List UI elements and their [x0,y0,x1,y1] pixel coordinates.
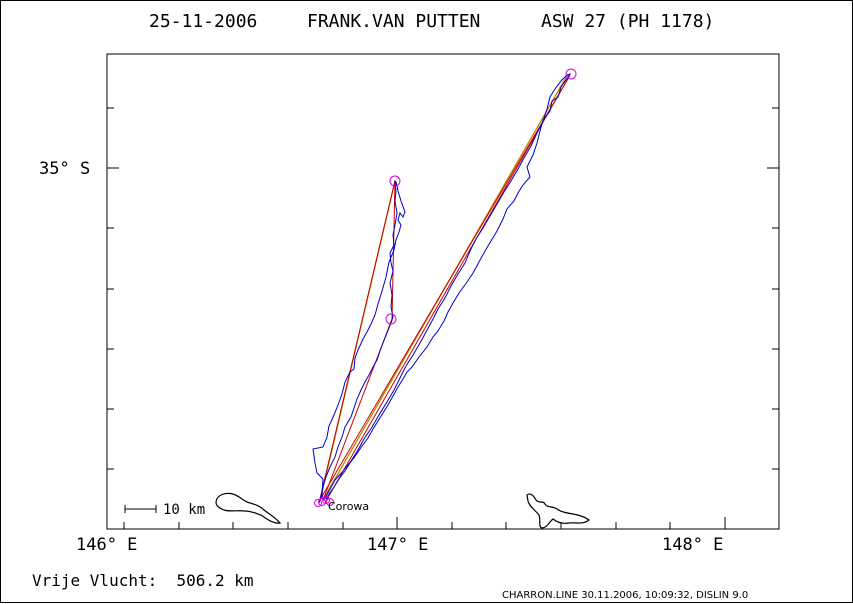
task-leg [325,74,571,502]
free-flight-distance: Vrije Vlucht: 506.2 km [32,571,254,590]
town-label-corowa: Corowa [328,500,369,513]
turnpoint-marker [565,68,577,80]
flight-date: 25-11-2006 [149,11,257,32]
flight-track [312,73,572,504]
longitude-label-148: 148° E [662,535,723,555]
axis-ticks [107,107,779,529]
scale-bar [124,505,157,513]
longitude-label-146: 146° E [76,535,137,555]
glider-type: ASW 27 (PH 1178) [541,11,714,32]
plot-frame [106,53,780,530]
river-murray-west [215,492,282,524]
latitude-label: 35° S [39,159,90,179]
plot-credits: CHARRON.LINE 30.11.2006, 10:09:32, DISLI… [502,590,748,601]
turnpoint-marker [385,313,397,325]
longitude-label-147: 147° E [367,535,428,555]
scale-label: 10 km [163,502,205,518]
turnpoint-marker [389,175,401,187]
turnpoints [385,68,577,325]
start-finish-cluster [314,496,334,507]
river-murray-east [526,493,590,529]
pilot-name: FRANK.VAN PUTTEN [307,11,480,32]
task-leg [320,76,570,499]
task-legs [318,74,571,504]
